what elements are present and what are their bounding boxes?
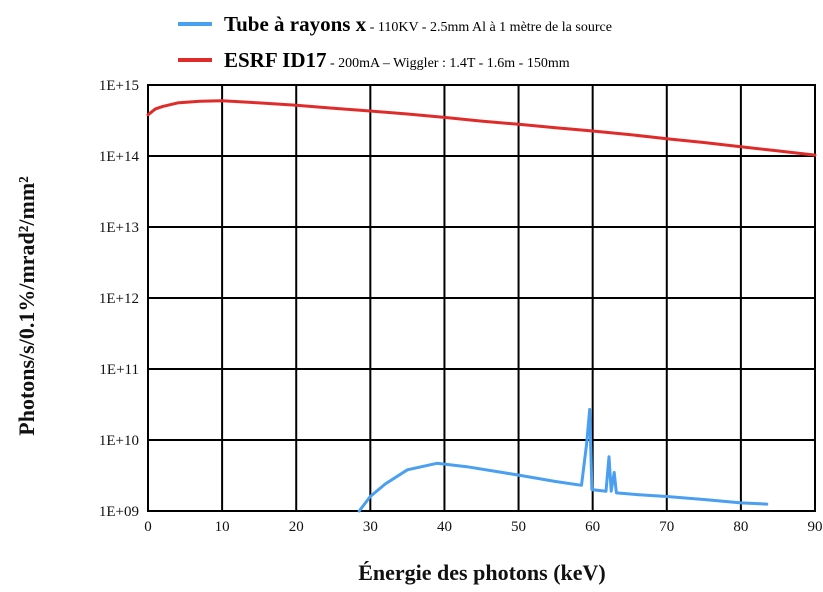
- y-tick-label: 1E+09: [99, 504, 139, 520]
- legend-entry-tube: Tube à rayons x - 110KV - 2.5mm Al à 1 m…: [224, 12, 612, 36]
- tick-labels: 0 10 20 30 40 50 60 70 80 90 1E+09 1E+10 1E+11 1E+12 1…: [99, 78, 823, 535]
- y-tick-label: 1E+12: [99, 291, 139, 307]
- series-line-tube-rayons-x: [357, 407, 769, 513]
- x-tick-label: 20: [289, 519, 304, 535]
- x-tick-label: 0: [144, 519, 152, 535]
- y-tick-label: 1E+10: [99, 433, 139, 449]
- x-tick-label: 40: [437, 519, 452, 535]
- y-axis-title: Photons/s/0.1%/mrad²/mm²: [14, 176, 39, 436]
- y-tick-label: 1E+15: [99, 78, 139, 94]
- series-line-esrf-id17: [146, 99, 817, 157]
- y-tick-label: 1E+11: [99, 362, 139, 378]
- x-tick-label: 30: [363, 519, 378, 535]
- x-tick-label: 50: [511, 519, 526, 535]
- x-axis-title: Énergie des photons (keV): [358, 560, 606, 585]
- series: [146, 99, 817, 513]
- x-tick-label: 60: [585, 519, 600, 535]
- legend-entry-esrf: ESRF ID17 - 200mA – Wiggler : 1.4T - 1.6…: [224, 48, 570, 72]
- x-tick-label: 90: [808, 519, 823, 535]
- legend: Tube à rayons x - 110KV - 2.5mm Al à 1 m…: [178, 12, 612, 72]
- x-tick-label: 10: [215, 519, 230, 535]
- grid: [147, 84, 816, 512]
- x-tick-label: 80: [733, 519, 748, 535]
- x-tick-label: 70: [659, 519, 674, 535]
- y-tick-label: 1E+14: [99, 149, 140, 165]
- y-tick-label: 1E+13: [99, 220, 139, 236]
